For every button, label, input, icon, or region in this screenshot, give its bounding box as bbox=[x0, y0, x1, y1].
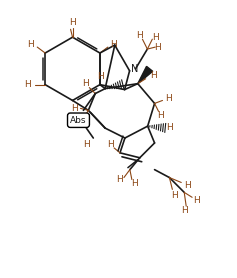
Text: H: H bbox=[157, 111, 164, 120]
Text: H: H bbox=[152, 33, 159, 42]
Text: H: H bbox=[97, 72, 104, 81]
Text: H: H bbox=[27, 40, 34, 49]
Text: H: H bbox=[24, 80, 31, 89]
Text: H: H bbox=[83, 140, 90, 150]
Text: H: H bbox=[117, 175, 123, 184]
Text: Abs: Abs bbox=[70, 116, 87, 125]
Text: H: H bbox=[154, 43, 161, 52]
Text: H: H bbox=[184, 181, 191, 190]
Text: H: H bbox=[132, 179, 138, 188]
Text: H: H bbox=[75, 120, 82, 129]
Text: H: H bbox=[181, 206, 188, 215]
Text: H: H bbox=[193, 196, 200, 205]
Text: H: H bbox=[82, 79, 89, 88]
Polygon shape bbox=[138, 66, 153, 84]
Text: H: H bbox=[166, 123, 173, 132]
Text: H: H bbox=[171, 191, 178, 200]
Text: H: H bbox=[69, 18, 76, 27]
Text: N: N bbox=[131, 64, 138, 74]
Text: H: H bbox=[136, 31, 143, 40]
Text: H: H bbox=[110, 40, 117, 49]
Text: H: H bbox=[165, 94, 172, 103]
Text: H: H bbox=[150, 71, 157, 80]
Text: H: H bbox=[107, 140, 114, 150]
Text: H: H bbox=[71, 104, 78, 113]
